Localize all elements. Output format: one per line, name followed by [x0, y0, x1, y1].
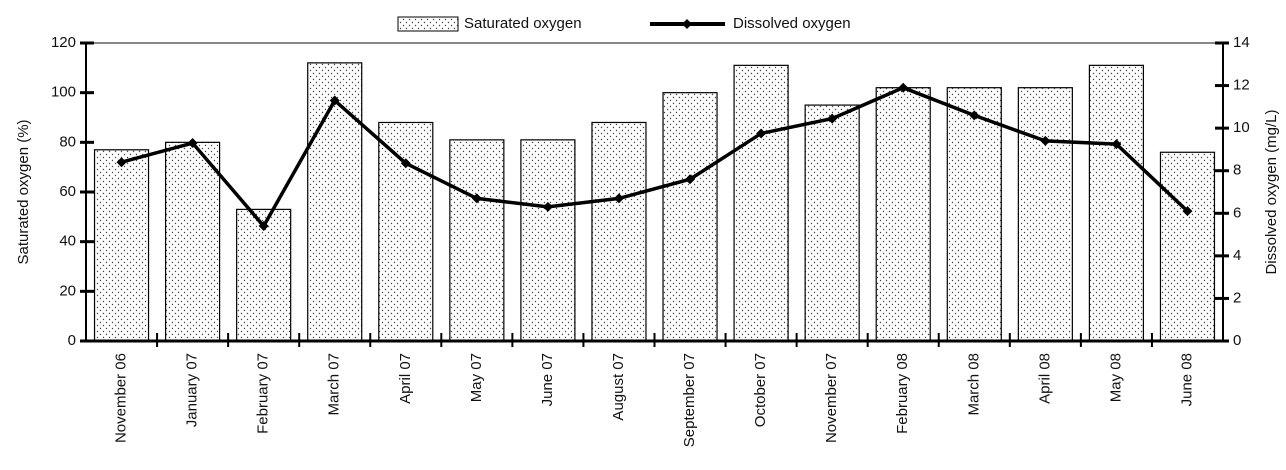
y-tick-label: 40 [59, 233, 76, 250]
line-marker [187, 138, 198, 149]
x-tick-label: May 07 [468, 353, 485, 402]
y2-tick-label: 12 [1233, 77, 1250, 94]
line-marker [685, 174, 696, 185]
x-tick-label: May 08 [1107, 353, 1124, 402]
y2-axis-label: Dissolved oxygen (mg/L) [1263, 109, 1280, 274]
x-tick-label: April 07 [397, 353, 414, 404]
line-marker [1040, 135, 1051, 146]
bar [1088, 64, 1145, 342]
line-marker [258, 221, 269, 232]
x-tick-label: March 07 [326, 353, 343, 416]
line [121, 85, 1189, 230]
bar [946, 87, 1002, 342]
bar [875, 87, 931, 342]
line-marker [471, 193, 482, 204]
x-tick-label: August 07 [610, 353, 627, 421]
x-tick-label: June 08 [1178, 353, 1195, 406]
y2-tick-label: 8 [1233, 162, 1241, 179]
line-marker [613, 193, 624, 204]
x-tick-label: March 08 [965, 353, 982, 416]
line-marker [898, 82, 909, 93]
y-tick-label: 60 [59, 183, 76, 200]
bar [520, 139, 576, 342]
y2-tick-label: 2 [1233, 289, 1241, 306]
x-tick-label: November 06 [113, 353, 130, 443]
x-tick-label: January 07 [184, 353, 201, 427]
bar [449, 139, 505, 342]
x-tick-label: April 08 [1036, 353, 1053, 404]
line-marker [400, 158, 411, 169]
y2-tick-label: 4 [1233, 247, 1241, 264]
legend-marker [682, 19, 692, 29]
line-marker [827, 113, 838, 124]
x-tick-label: February 07 [255, 353, 272, 434]
y2-tick-label: 0 [1233, 332, 1241, 349]
bar [662, 92, 718, 342]
line-marker [969, 110, 980, 121]
y-tick-label: 20 [59, 282, 76, 299]
bar [1159, 151, 1216, 342]
x-tick-label: February 08 [894, 353, 911, 434]
line-marker [329, 95, 340, 106]
legend-label: Saturated oxygen [464, 15, 582, 32]
line-marker [756, 128, 767, 139]
line-marker [1111, 139, 1122, 150]
y2-tick-label: 10 [1233, 119, 1250, 136]
y2-tick-label: 6 [1233, 204, 1241, 221]
line-marker [116, 157, 127, 168]
x-tick-label: October 07 [752, 353, 769, 427]
bar [164, 141, 221, 342]
y-tick-label: 0 [68, 332, 76, 349]
x-tick-label: June 07 [539, 353, 556, 406]
bar [1017, 87, 1073, 342]
y-tick-label: 80 [59, 133, 76, 150]
bar [378, 121, 434, 342]
y2-tick-label: 14 [1233, 34, 1250, 51]
line-marker [542, 201, 553, 212]
y-tick-label: 100 [51, 84, 76, 101]
bar [93, 149, 150, 342]
bar [733, 64, 789, 342]
legend-swatch [397, 16, 459, 32]
legend-label: Dissolved oxygen [733, 15, 851, 32]
x-tick-label: September 07 [681, 353, 698, 447]
bar [591, 121, 647, 342]
y-axis-label: Saturated oxygen (%) [15, 119, 32, 264]
bar [804, 104, 860, 342]
line-marker [1182, 206, 1193, 217]
x-tick-label: November 07 [823, 353, 840, 443]
y-tick-label: 120 [51, 34, 76, 51]
